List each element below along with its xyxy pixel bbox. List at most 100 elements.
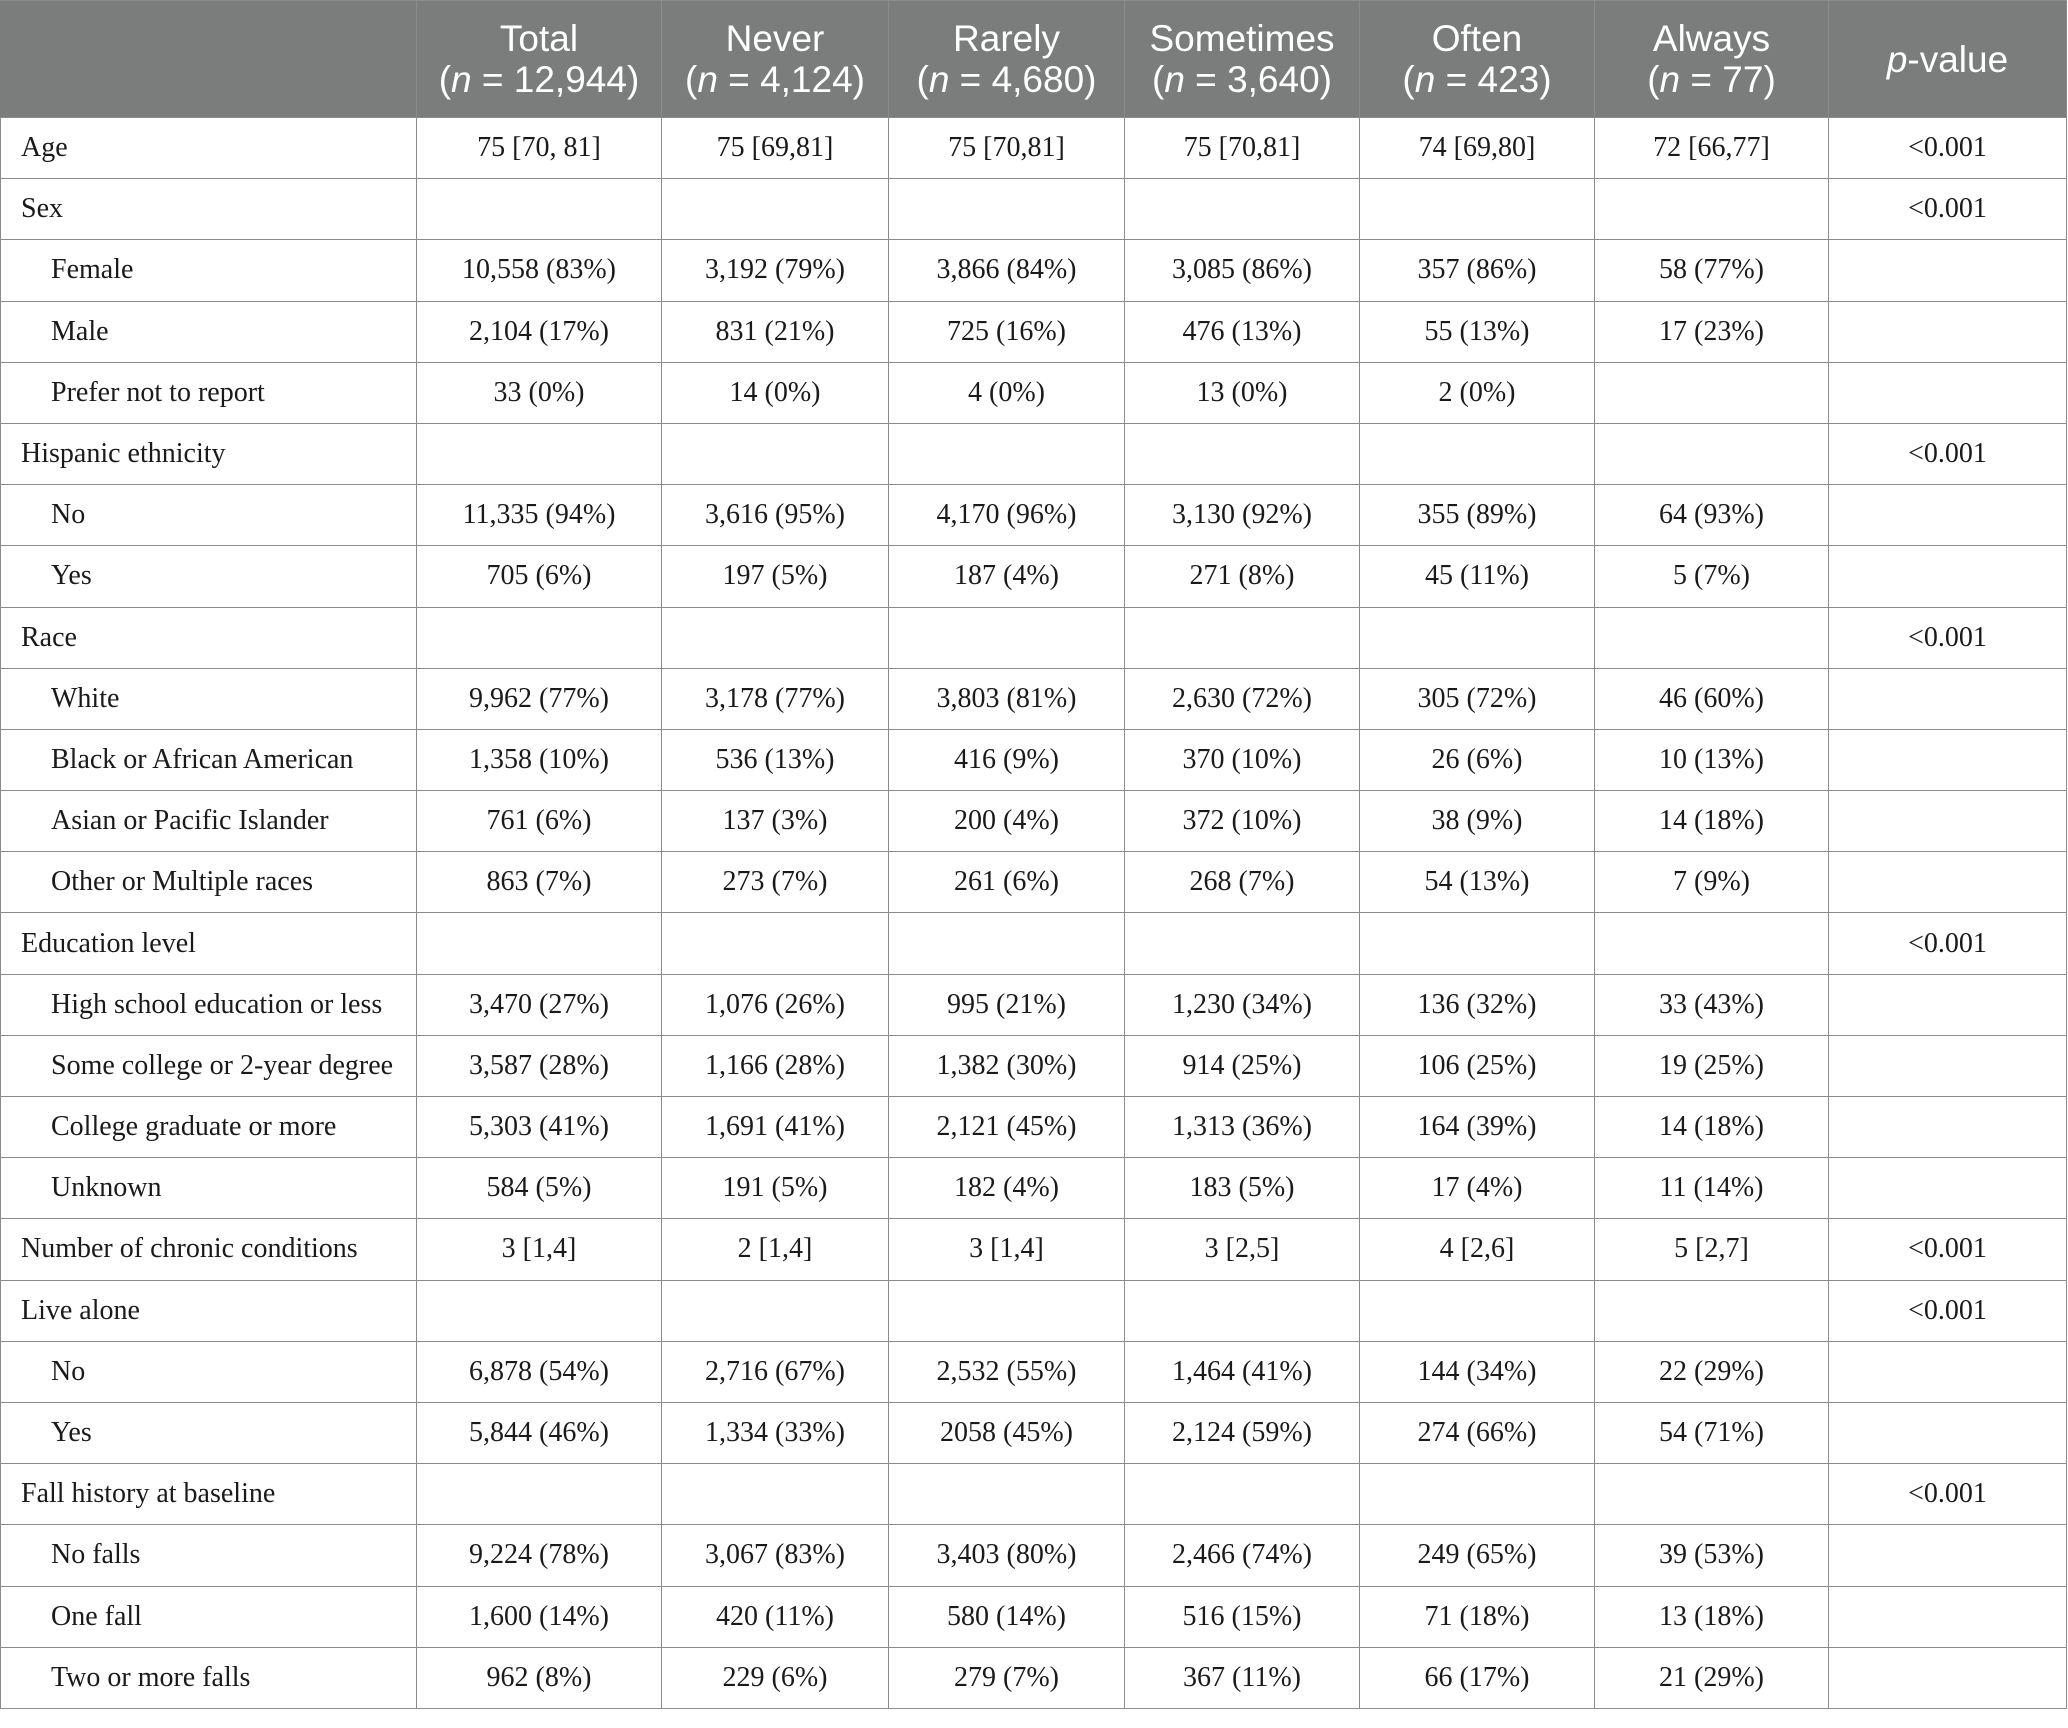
cell-p-value bbox=[1828, 484, 2067, 547]
sample-size-value: = 423 bbox=[1435, 59, 1540, 100]
cell-p-value: <0.001 bbox=[1828, 178, 2067, 241]
cell-rarely: 1,382 (30%) bbox=[888, 1034, 1125, 1098]
cell-often: 74 [69,80] bbox=[1359, 116, 1595, 180]
cell-total: 9,224 (78%) bbox=[416, 1524, 662, 1587]
cell-often: 305 (72%) bbox=[1359, 667, 1595, 730]
cell-never: 75 [69,81] bbox=[661, 116, 889, 180]
row-label: Yes bbox=[0, 545, 417, 608]
column-name: Often bbox=[1431, 18, 1523, 59]
cell-never: 1,076 (26%) bbox=[661, 973, 889, 1036]
column-sample-size: (n = 77) bbox=[1647, 59, 1776, 100]
column-name: Sometimes bbox=[1149, 18, 1335, 59]
cell-always: 58 (77%) bbox=[1594, 239, 1829, 302]
cell-total: 1,600 (14%) bbox=[416, 1585, 662, 1648]
sample-size-value: = 4,124 bbox=[717, 59, 853, 100]
cell-always: 64 (93%) bbox=[1594, 484, 1829, 547]
cell-p-value: <0.001 bbox=[1828, 116, 2067, 180]
cell-always bbox=[1594, 178, 1829, 241]
cell-sometimes: 2,630 (72%) bbox=[1124, 667, 1360, 730]
cell-often bbox=[1359, 912, 1595, 975]
row-label: Male bbox=[0, 300, 417, 363]
table-row-subcategory: Male 2,104 (17%) 831 (21%) 725 (16%) 476 (13… bbox=[0, 300, 2067, 363]
sample-size-value: = 77 bbox=[1680, 59, 1764, 100]
cell-rarely: 279 (7%) bbox=[888, 1646, 1125, 1709]
column-header-p-value: p-value bbox=[1828, 0, 2067, 118]
cell-sometimes bbox=[1124, 1279, 1360, 1342]
cell-always bbox=[1594, 606, 1829, 669]
row-label: Hispanic ethnicity bbox=[0, 422, 417, 486]
table-row-subcategory: White 9,962 (77%) 3,178 (77%) 3,803 (81%) 2,… bbox=[0, 667, 2067, 730]
cell-never: 2 [1,4] bbox=[661, 1218, 889, 1281]
table-row-subcategory: Other or Multiple races 863 (7%) 273 (7%) 2… bbox=[0, 851, 2067, 914]
cell-total: 3,470 (27%) bbox=[416, 973, 662, 1036]
cell-p-value bbox=[1828, 1524, 2067, 1587]
cell-always: 14 (18%) bbox=[1594, 790, 1829, 853]
cell-always bbox=[1594, 361, 1829, 424]
cell-always: 19 (25%) bbox=[1594, 1034, 1829, 1098]
cell-p-value bbox=[1828, 300, 2067, 363]
row-label: Unknown bbox=[0, 1157, 417, 1220]
cell-rarely: 182 (4%) bbox=[888, 1157, 1125, 1220]
cell-sometimes: 271 (8%) bbox=[1124, 545, 1360, 608]
cell-never: 191 (5%) bbox=[661, 1157, 889, 1220]
cell-never bbox=[661, 422, 889, 486]
cell-always: 72 [66,77] bbox=[1594, 116, 1829, 180]
cell-total: 705 (6%) bbox=[416, 545, 662, 608]
row-label: Race bbox=[0, 606, 417, 669]
cell-never: 3,067 (83%) bbox=[661, 1524, 889, 1587]
table-row-variable: Age 75 [70, 81] 75 [69,81] 75 [70,81] 75 [70… bbox=[0, 116, 2067, 180]
cell-total: 2,104 (17%) bbox=[416, 300, 662, 363]
table-row-variable: Number of chronic conditions 3 [1,4] 2 [1,… bbox=[0, 1218, 2067, 1281]
table-row-subcategory: Unknown 584 (5%) 191 (5%) 182 (4%) 183 (5%) 1… bbox=[0, 1157, 2067, 1220]
cell-always: 5 (7%) bbox=[1594, 545, 1829, 608]
cell-sometimes: 3,085 (86%) bbox=[1124, 239, 1360, 302]
cell-rarely: 200 (4%) bbox=[888, 790, 1125, 853]
row-label: Some college or 2-year degree bbox=[0, 1034, 417, 1098]
cell-never: 1,334 (33%) bbox=[661, 1401, 889, 1465]
cell-total: 761 (6%) bbox=[416, 790, 662, 853]
cell-often: 71 (18%) bbox=[1359, 1585, 1595, 1648]
sample-size-symbol: n bbox=[697, 59, 718, 100]
table-row-subcategory: Asian or Pacific Islander 761 (6%) 137 (3%… bbox=[0, 790, 2067, 853]
table-row-subcategory: Yes 705 (6%) 197 (5%) 187 (4%) 271 (8%) 45 (1… bbox=[0, 545, 2067, 608]
cell-p-value bbox=[1828, 1401, 2067, 1465]
cell-total: 5,303 (41%) bbox=[416, 1095, 662, 1159]
cell-never: 2,716 (67%) bbox=[661, 1340, 889, 1403]
cell-often: 164 (39%) bbox=[1359, 1095, 1595, 1159]
cell-sometimes: 367 (11%) bbox=[1124, 1646, 1360, 1709]
cell-sometimes: 2,124 (59%) bbox=[1124, 1401, 1360, 1465]
table-body: Age 75 [70, 81] 75 [69,81] 75 [70,81] 75 [70… bbox=[0, 116, 2067, 1709]
cell-sometimes: 1,230 (34%) bbox=[1124, 973, 1360, 1036]
cell-p-value: <0.001 bbox=[1828, 912, 2067, 975]
cell-p-value bbox=[1828, 1585, 2067, 1648]
cell-total bbox=[416, 422, 662, 486]
cell-often: 144 (34%) bbox=[1359, 1340, 1595, 1403]
table-row-subcategory: Two or more falls 962 (8%) 229 (6%) 279 (7%… bbox=[0, 1646, 2067, 1709]
cell-rarely: 3,403 (80%) bbox=[888, 1524, 1125, 1587]
cell-always: 14 (18%) bbox=[1594, 1095, 1829, 1159]
cell-sometimes bbox=[1124, 1463, 1360, 1526]
cell-total: 584 (5%) bbox=[416, 1157, 662, 1220]
cell-rarely: 4,170 (96%) bbox=[888, 484, 1125, 547]
row-label: Number of chronic conditions bbox=[0, 1218, 417, 1281]
row-label: Two or more falls bbox=[0, 1646, 417, 1709]
cell-rarely: 2,121 (45%) bbox=[888, 1095, 1125, 1159]
column-header-total: Total (n = 12,944) bbox=[416, 0, 662, 118]
cell-never: 536 (13%) bbox=[661, 728, 889, 792]
cell-never: 137 (3%) bbox=[661, 790, 889, 853]
cell-always: 22 (29%) bbox=[1594, 1340, 1829, 1403]
cell-never bbox=[661, 1463, 889, 1526]
sample-size-symbol: n bbox=[1164, 59, 1185, 100]
cell-rarely bbox=[888, 606, 1125, 669]
column-sample-size: (n = 3,640) bbox=[1152, 59, 1332, 100]
cell-sometimes bbox=[1124, 912, 1360, 975]
cell-often bbox=[1359, 606, 1595, 669]
column-sample-size: (n = 4,680) bbox=[916, 59, 1097, 100]
cell-rarely: 2,532 (55%) bbox=[888, 1340, 1125, 1403]
cell-often: 106 (25%) bbox=[1359, 1034, 1595, 1098]
cell-rarely: 4 (0%) bbox=[888, 361, 1125, 424]
column-header-always: Always (n = 77) bbox=[1594, 0, 1829, 118]
table-row-variable: Hispanic ethnicity <0.001 bbox=[0, 422, 2067, 486]
cell-never: 3,178 (77%) bbox=[661, 667, 889, 730]
cell-often bbox=[1359, 1279, 1595, 1342]
